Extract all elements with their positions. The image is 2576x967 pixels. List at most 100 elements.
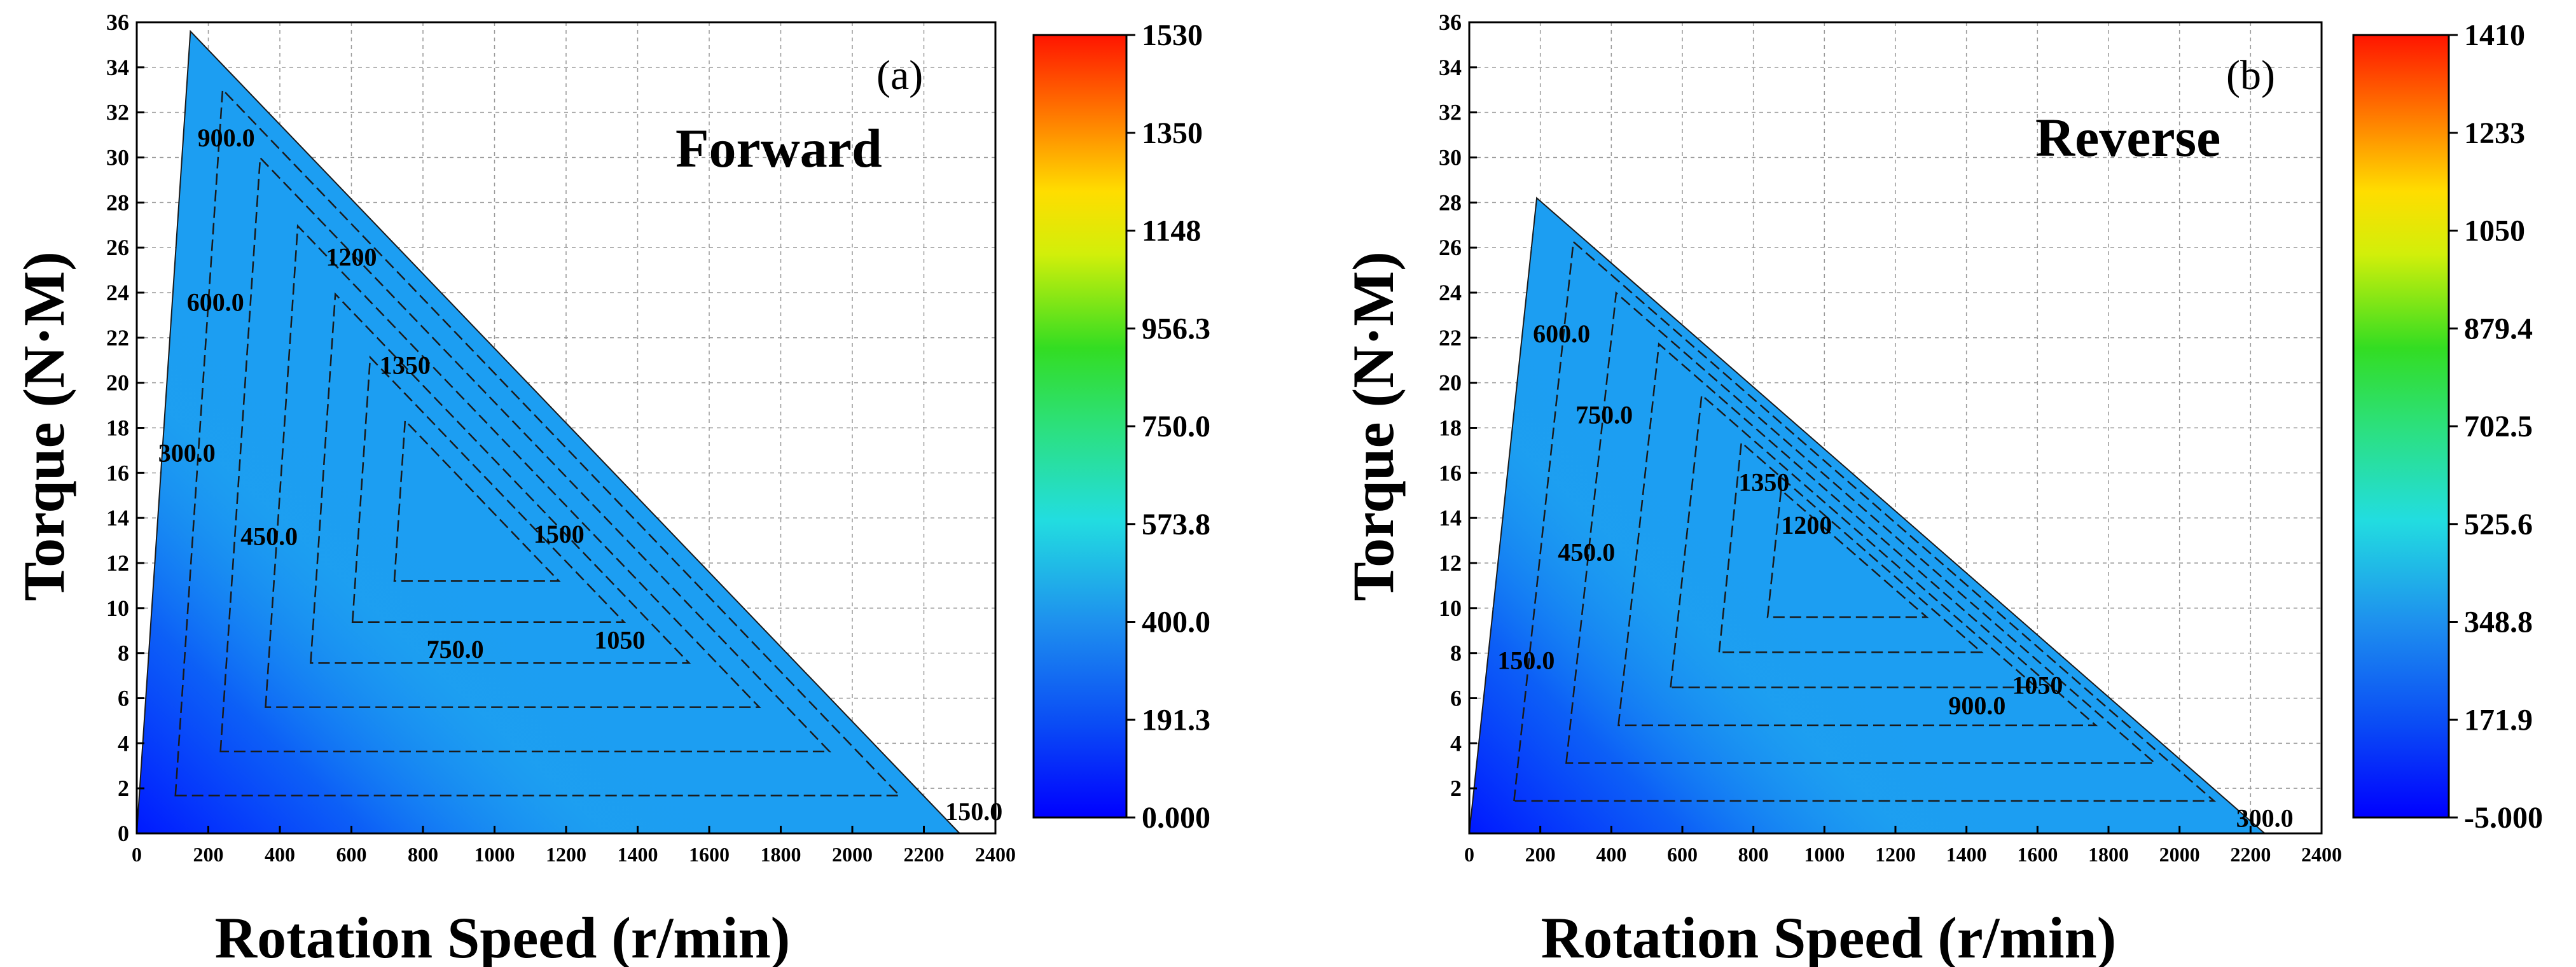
y-tick-label: 0 <box>118 821 129 846</box>
panel-a-contour-labels: 900.0 1200 600.0 1350 300.0 1500 450.0 750.0 105… <box>158 123 1003 826</box>
contour-label: 450.0 <box>240 522 298 551</box>
x-tick-label: 600 <box>336 843 367 866</box>
contour-line <box>1565 291 2157 764</box>
x-tick-label: 800 <box>408 843 438 866</box>
panel-b-tag: (b) <box>2226 52 2275 99</box>
contour-line <box>1718 441 1984 653</box>
y-tick-label: 8 <box>118 641 129 666</box>
colorbar-tick-label: 573.8 <box>1142 508 1210 541</box>
contour-label: 1350 <box>1738 468 1789 497</box>
colorbar-tick-label: 1350 <box>1142 116 1203 150</box>
contour-label: 900.0 <box>1948 691 2005 720</box>
contour-line <box>174 88 902 797</box>
panel-a-direction: Forward <box>675 118 882 179</box>
panel-b-region-edge <box>1469 197 2266 834</box>
contour-label: 750.0 <box>1575 400 1633 429</box>
panel-b-y-axis-label: Torque (N·M) <box>1341 251 1406 601</box>
y-tick-label: 28 <box>106 190 129 215</box>
x-tick-label: 1000 <box>1804 843 1845 866</box>
x-tick-label: 2200 <box>904 843 945 866</box>
contour-line <box>1766 488 1929 618</box>
y-tick-label: 4 <box>118 730 129 756</box>
colorbar-tick-label: 0.000 <box>1142 801 1210 835</box>
y-tick-label: 20 <box>106 370 129 396</box>
y-tick-label: 10 <box>1439 595 1462 621</box>
colorbar-tick-label: 400.0 <box>1142 606 1210 639</box>
contour-label: 1500 <box>534 520 585 548</box>
y-tick-label: 16 <box>106 460 129 485</box>
x-tick-label: 1600 <box>689 843 730 866</box>
contour-line <box>393 419 561 582</box>
x-tick-label: 2200 <box>2230 843 2271 866</box>
panel-b-ticks: 0 200 400 600 800 1000 1200 1400 1600 1800 2000 220… <box>1439 10 2342 866</box>
panel-b-colorbar-ticks: 1410 1233 1050 879.4 702.5 525.6 348.8 171.9 -5.… <box>2449 18 2543 835</box>
colorbar-tick-label: 525.6 <box>2464 508 2533 541</box>
y-tick-label: 10 <box>106 595 129 621</box>
x-tick-label: 1400 <box>1946 843 1987 866</box>
contour-label: 600.0 <box>1533 319 1590 348</box>
contour-line <box>1513 240 2217 802</box>
y-tick-label: 34 <box>1439 55 1462 80</box>
x-tick-label: 1400 <box>618 843 658 866</box>
panel-a: 0 200 400 600 800 1000 1200 1400 1600 1800 2000 220… <box>11 10 1210 967</box>
colorbar-tick-label: 879.4 <box>2464 312 2533 345</box>
y-tick-label: 28 <box>1439 190 1462 215</box>
y-tick-label: 22 <box>1439 325 1462 351</box>
contour-label: 1050 <box>2012 671 2063 699</box>
x-tick-label: 2400 <box>2301 843 2342 866</box>
contour-label: 1200 <box>326 243 377 272</box>
contour-line <box>310 292 691 664</box>
contour-label: 1350 <box>380 351 431 380</box>
y-tick-label: 32 <box>1439 100 1462 125</box>
contour-label: 900.0 <box>198 123 255 152</box>
x-tick-label: 0 <box>1464 843 1474 866</box>
colorbar-tick-label: 956.3 <box>1142 312 1210 345</box>
y-tick-label: 24 <box>1439 280 1462 305</box>
y-tick-label: 18 <box>106 415 129 441</box>
contour-line <box>1670 393 2039 688</box>
contour-line <box>351 355 627 623</box>
colorbar-tick-label: 1530 <box>1142 18 1203 52</box>
y-tick-label: 18 <box>1439 415 1462 441</box>
y-tick-label: 2 <box>118 776 129 801</box>
y-tick-label: 6 <box>118 686 129 711</box>
y-tick-label: 22 <box>106 325 129 351</box>
colorbar-tick-label: 750.0 <box>1142 410 1210 443</box>
colorbar-tick-label: 1148 <box>1142 214 1201 248</box>
y-tick-label: 4 <box>1450 730 1462 756</box>
panel-a-region-edge <box>136 29 960 834</box>
panel-b-direction: Reverse <box>2035 107 2220 168</box>
contour-label: 600.0 <box>187 288 244 316</box>
y-tick-label: 14 <box>106 505 129 531</box>
contour-label: 300.0 <box>158 439 216 468</box>
panel-b-colorbar <box>2352 34 2450 819</box>
y-tick-label: 6 <box>1450 686 1462 711</box>
colorbar-tick-label: 171.9 <box>2464 703 2533 737</box>
y-tick-label: 24 <box>106 280 129 305</box>
colorbar-tick-label: 1233 <box>2464 116 2525 150</box>
y-tick-label: 34 <box>106 55 129 80</box>
panel-a-heatmap <box>136 29 960 834</box>
panel-b-contour-lines <box>1513 240 2217 802</box>
y-tick-label: 12 <box>1439 550 1462 576</box>
y-tick-label: 30 <box>1439 145 1462 170</box>
contour-label: 1200 <box>1781 511 1832 539</box>
x-tick-label: 2000 <box>2159 843 2200 866</box>
x-tick-label: 200 <box>1525 843 1556 866</box>
contour-label: 150.0 <box>1497 646 1555 674</box>
x-tick-label: 1800 <box>761 843 801 866</box>
x-tick-label: 1800 <box>2088 843 2129 866</box>
x-tick-label: 2000 <box>832 843 873 866</box>
colorbar-tick-label: 702.5 <box>2464 410 2533 443</box>
contour-label: 150.0 <box>945 797 1002 826</box>
x-tick-label: 1600 <box>2017 843 2058 866</box>
panel-a-colorbar <box>1032 34 1128 819</box>
contour-label: 300.0 <box>2236 804 2294 832</box>
y-tick-label: 36 <box>1439 10 1462 35</box>
x-tick-label: 2400 <box>975 843 1016 866</box>
contour-line <box>1617 342 2098 727</box>
contour-label: 450.0 <box>1558 538 1615 566</box>
x-tick-label: 1200 <box>1875 843 1916 866</box>
